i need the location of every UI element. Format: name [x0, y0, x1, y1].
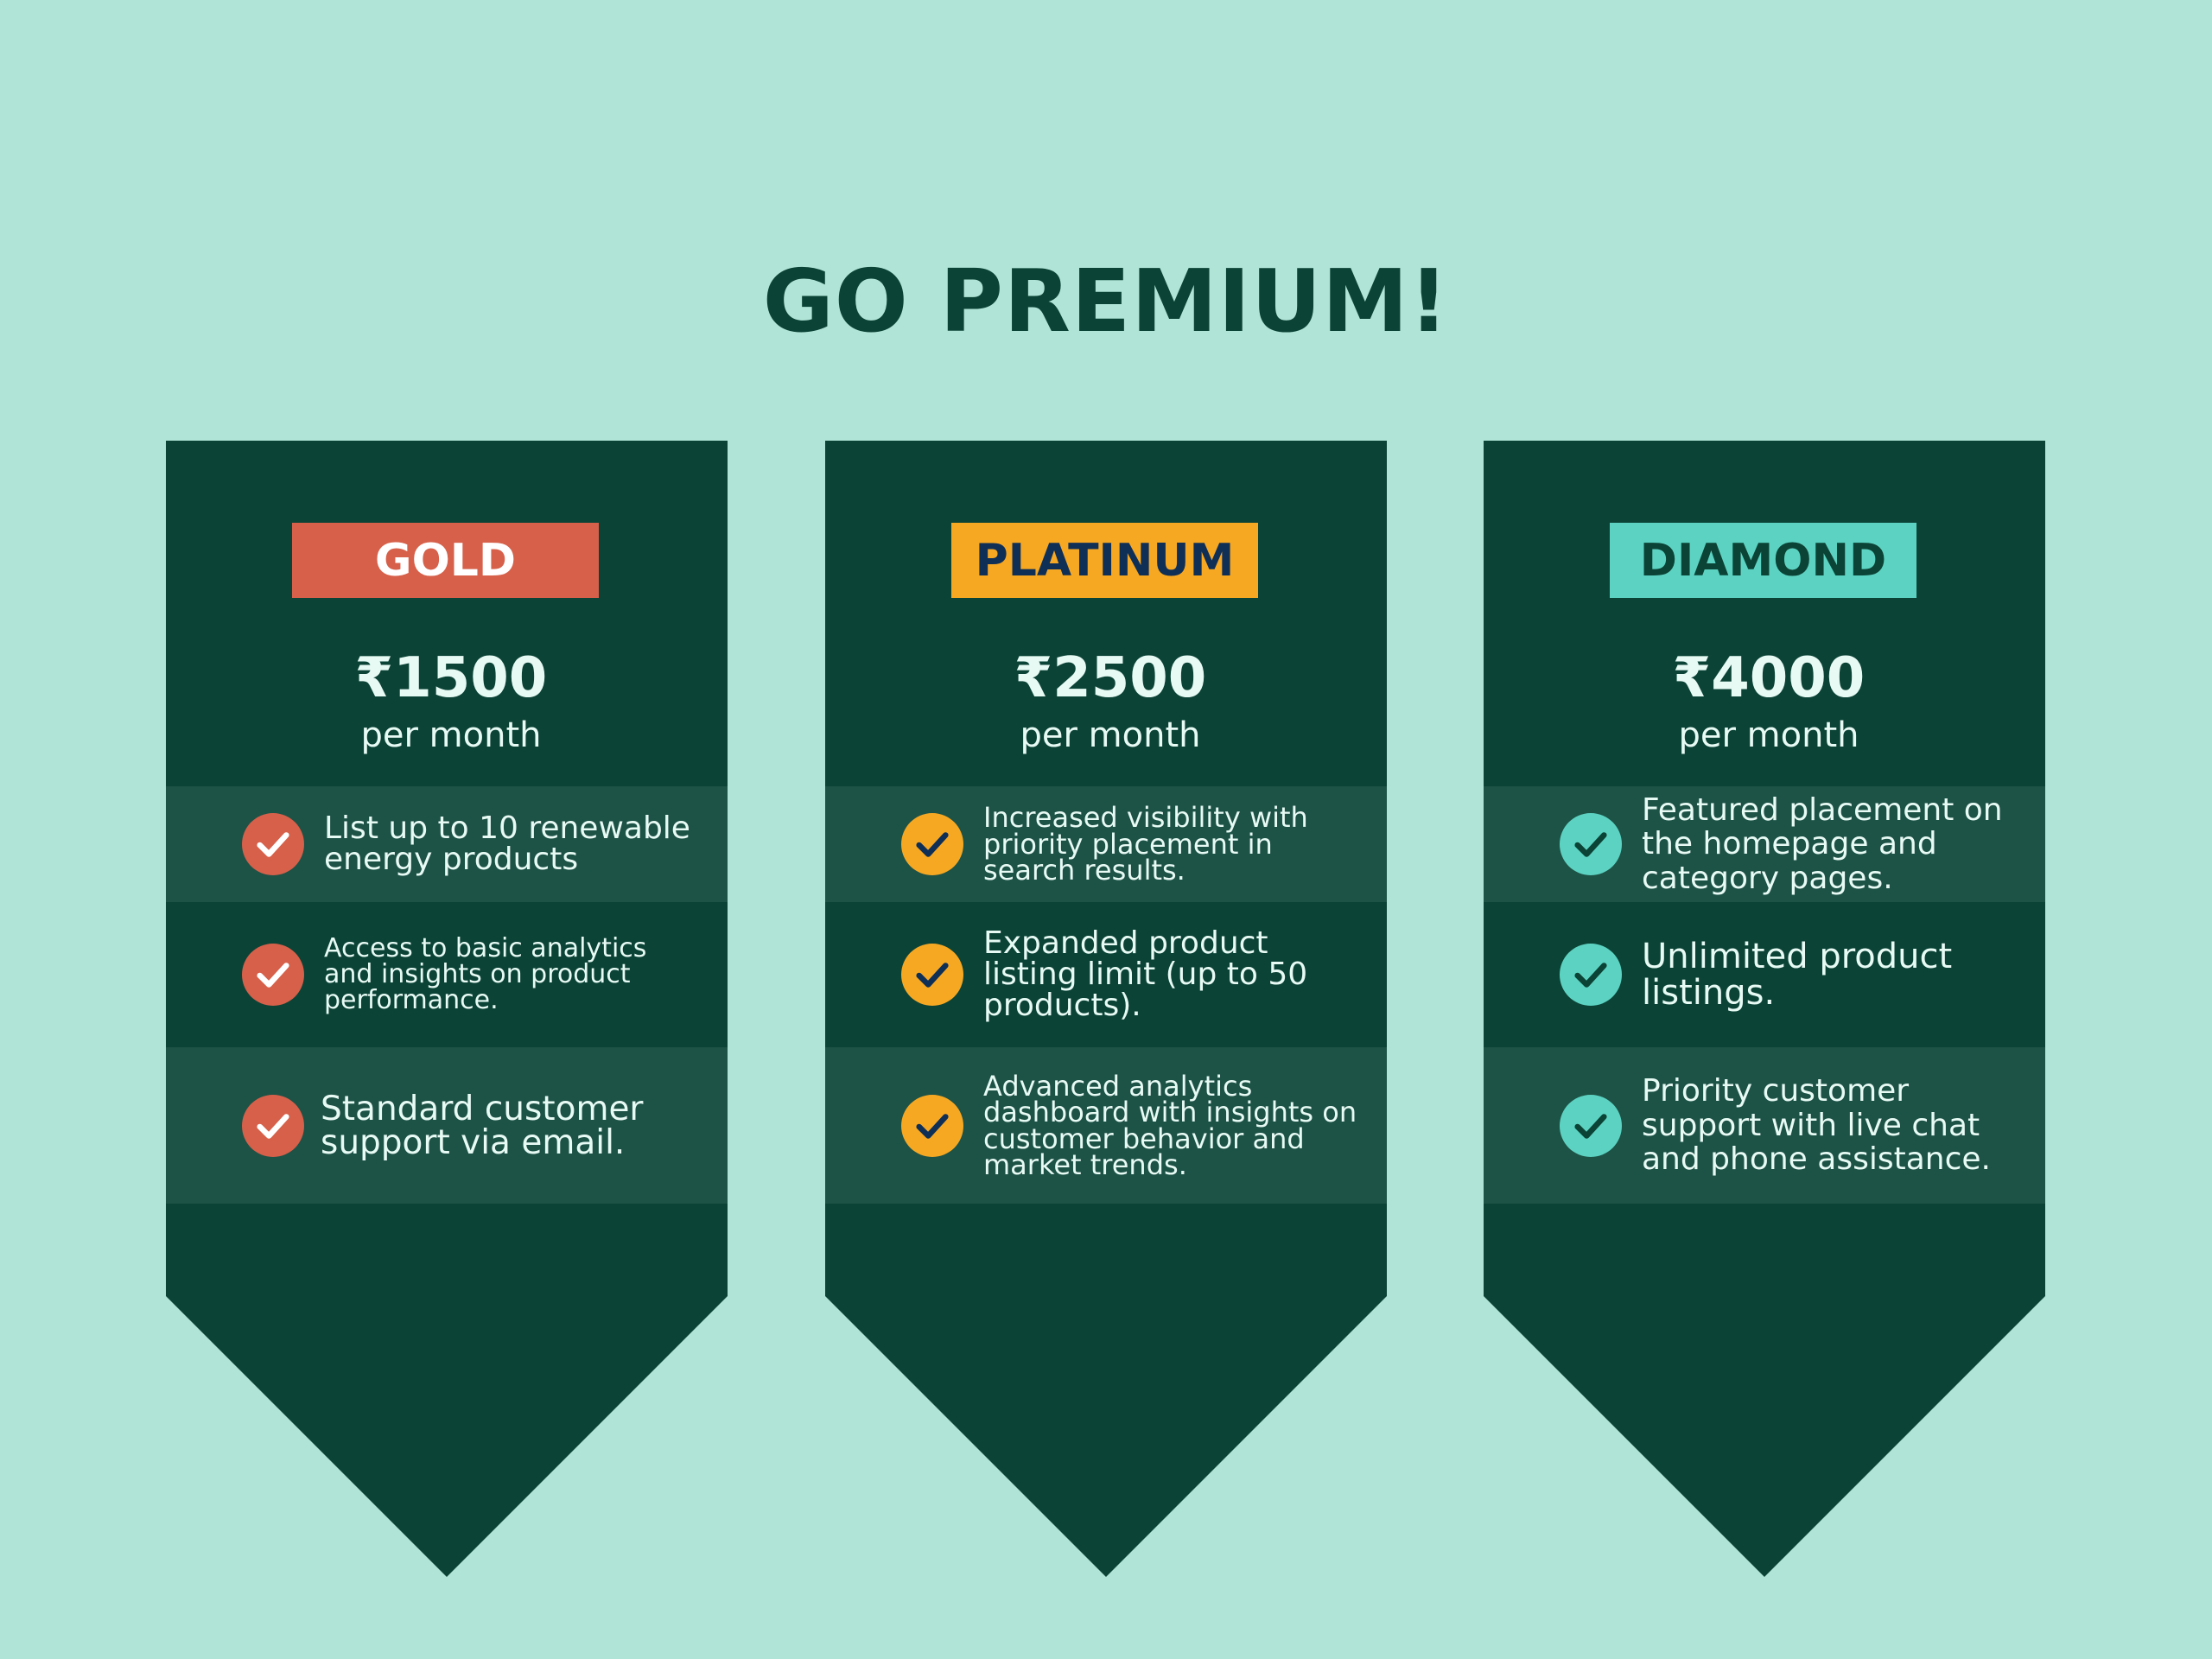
feature-row: Access to basic analytics and insights o… [166, 902, 728, 1047]
feature-text: Priority customer support with live chat… [1642, 1073, 1991, 1178]
plan-price: ₹2500 [1014, 646, 1207, 710]
check-icon [901, 944, 963, 1006]
feature-row: Increased visibility with priority place… [825, 786, 1387, 902]
check-icon [1560, 1094, 1622, 1157]
feature-row: Advanced analytics dashboard with insigh… [825, 1047, 1387, 1204]
check-icon [1560, 944, 1622, 1006]
feature-text: Unlimited product listings. [1642, 937, 1953, 1013]
feature-text: Access to basic analytics and insights o… [324, 933, 647, 1015]
check-icon [901, 813, 963, 875]
feature-text: List up to 10 renewable energy products [324, 810, 690, 877]
feature-row: List up to 10 renewable energy products [166, 786, 728, 902]
plan-period: per month [1020, 715, 1201, 755]
plan-name: PLATINUM [975, 534, 1235, 587]
feature-text: Increased visibility with priority place… [983, 801, 1308, 887]
plan-badge: GOLD [292, 523, 599, 598]
feature-text: Expanded product listing limit (up to 50… [983, 925, 1308, 1023]
plan-card-diamond: DIAMOND ₹4000 per month Featured placeme… [1484, 441, 2045, 1577]
feature-row: Featured placement on the homepage and c… [1484, 786, 2045, 902]
check-icon [1560, 813, 1622, 875]
check-icon [242, 1094, 304, 1157]
card-shape [166, 441, 728, 1577]
check-icon [901, 1094, 963, 1157]
plan-badge: PLATINUM [951, 523, 1258, 598]
feature-row: Expanded product listing limit (up to 50… [825, 902, 1387, 1047]
plan-card-platinum: PLATINUM ₹2500 per month Increased visib… [825, 441, 1387, 1577]
plan-price: ₹4000 [1672, 646, 1866, 710]
page-title: GO PREMIUM! [762, 251, 1450, 352]
feature-text: Featured placement on the homepage and c… [1642, 791, 2003, 896]
check-icon [242, 944, 304, 1006]
plan-name: GOLD [374, 534, 517, 587]
feature-text: Standard customer support via email. [321, 1089, 644, 1162]
plan-name: DIAMOND [1639, 534, 1887, 587]
feature-row: Priority customer support with live chat… [1484, 1047, 2045, 1204]
plan-card-gold: GOLD ₹1500 per month List up to 10 renew… [166, 441, 728, 1577]
card-shape [1484, 441, 2045, 1577]
feature-row: Unlimited product listings. [1484, 902, 2045, 1047]
feature-row: Standard customer support via email. [166, 1047, 728, 1204]
card-shape [825, 441, 1387, 1577]
plan-period: per month [1678, 715, 1859, 755]
check-icon [242, 813, 304, 875]
plan-badge: DIAMOND [1610, 523, 1916, 598]
feature-text: Advanced analytics dashboard with insigh… [983, 1069, 1357, 1181]
plan-period: per month [360, 715, 542, 755]
plan-price: ₹1500 [354, 646, 548, 710]
